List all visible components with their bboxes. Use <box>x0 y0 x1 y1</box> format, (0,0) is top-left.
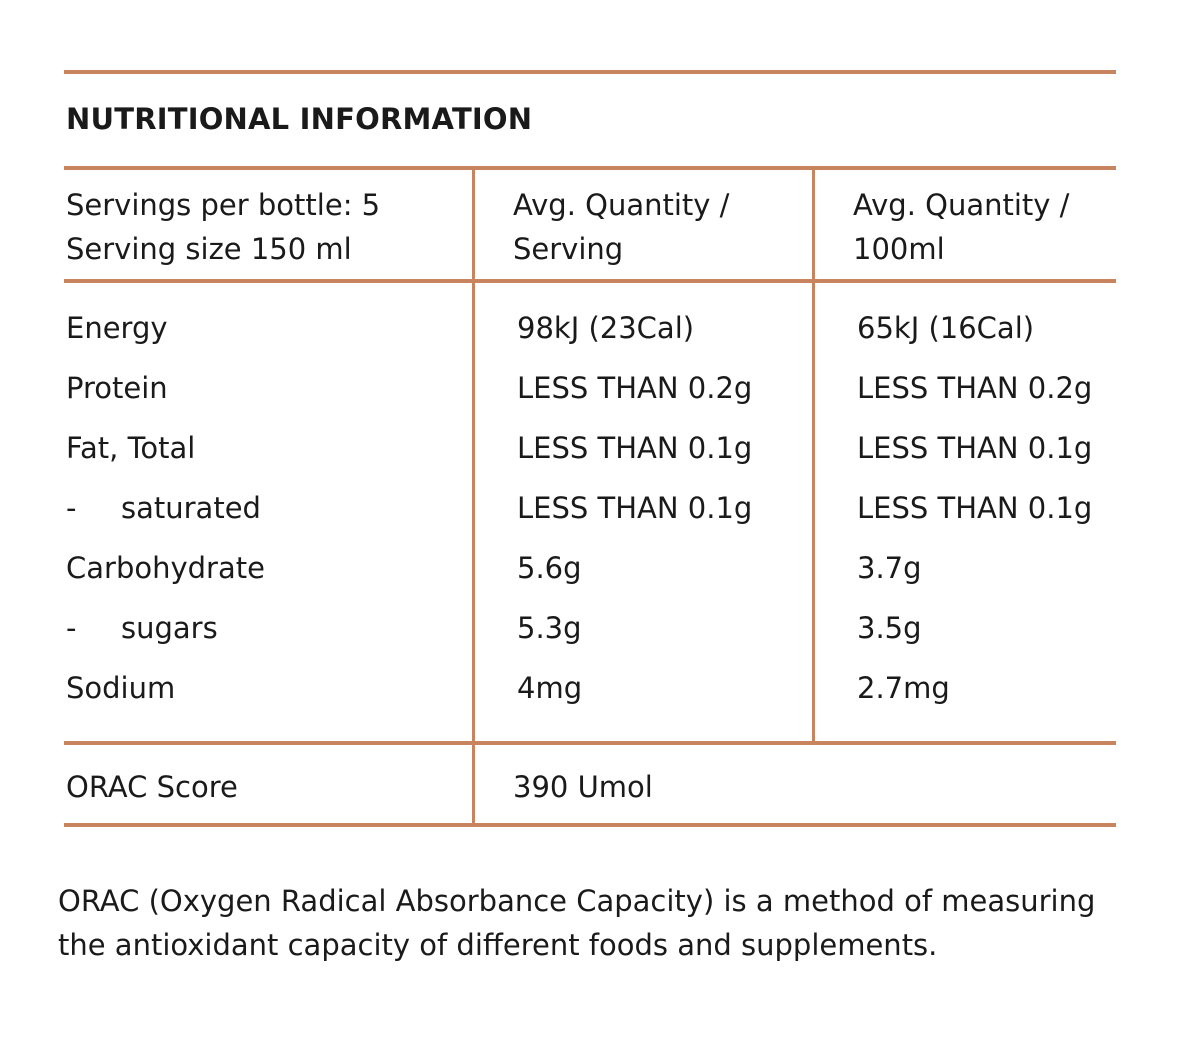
column-divider-1 <box>472 168 475 826</box>
per-serving-value: LESS THAN 0.1g <box>517 431 753 465</box>
serving-size: Serving size 150 ml <box>66 232 352 266</box>
per-serving-header-line2: Serving <box>513 232 624 266</box>
nutrient-label: sugars <box>121 611 218 645</box>
sub-item-dash: - <box>66 491 77 525</box>
servings-header: Servings per bottle: 5 Serving size 150 … <box>66 183 380 271</box>
per-100ml-header-line2: 100ml <box>853 232 945 266</box>
per-serving-value: 4mg <box>517 671 583 705</box>
per-serving-value: 5.6g <box>517 551 582 585</box>
section-title: NUTRITIONAL INFORMATION <box>66 102 533 136</box>
nutrient-label: saturated <box>121 491 261 525</box>
per-100ml-value: LESS THAN 0.1g <box>857 491 1093 525</box>
per-serving-value: 98kJ (23Cal) <box>517 311 695 345</box>
orac-top-rule <box>64 741 1116 745</box>
nutrient-label: Carbohydrate <box>66 551 265 585</box>
orac-footnote: ORAC (Oxygen Radical Absorbance Capacity… <box>58 884 1096 962</box>
per-serving-header-line1: Avg. Quantity / <box>513 188 730 222</box>
nutrient-label: Energy <box>66 311 168 345</box>
per-100ml-value: 3.5g <box>857 611 922 645</box>
per-100ml-value: 2.7mg <box>857 671 950 705</box>
per-serving-value: LESS THAN 0.1g <box>517 491 753 525</box>
per-serving-value: 5.3g <box>517 611 582 645</box>
nutrient-label: Sodium <box>66 671 176 705</box>
nutrient-label: Fat, Total <box>66 431 196 465</box>
sub-item-dash: - <box>66 611 77 645</box>
per-100ml-header-line1: Avg. Quantity / <box>853 188 1070 222</box>
header-bottom-rule <box>64 279 1116 283</box>
column-divider-2 <box>812 168 815 743</box>
orac-value: 390 Umol <box>513 770 653 804</box>
per-serving-value: LESS THAN 0.2g <box>517 371 753 405</box>
header-top-rule <box>64 166 1116 170</box>
bottom-rule <box>64 823 1116 827</box>
servings-per-bottle: Servings per bottle: 5 <box>66 188 381 222</box>
per-100ml-value: LESS THAN 0.2g <box>857 371 1093 405</box>
per-100ml-value: LESS THAN 0.1g <box>857 431 1093 465</box>
orac-label: ORAC Score <box>66 770 238 804</box>
top-rule <box>64 70 1116 74</box>
per-100ml-header: Avg. Quantity / 100ml <box>853 183 1069 271</box>
per-100ml-value: 65kJ (16Cal) <box>857 311 1035 345</box>
nutrient-label: Protein <box>66 371 168 405</box>
per-100ml-value: 3.7g <box>857 551 922 585</box>
per-serving-header: Avg. Quantity / Serving <box>513 183 729 271</box>
